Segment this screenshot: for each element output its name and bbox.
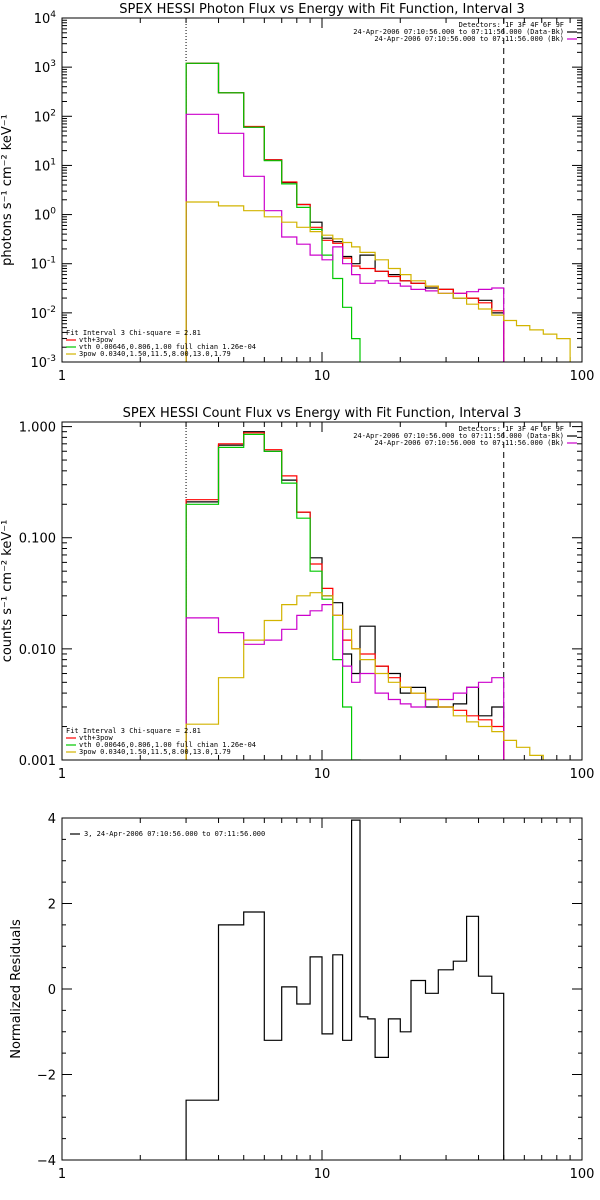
series-line-background [185, 113, 505, 362]
y-axis-label: Normalized Residuals [9, 919, 24, 1059]
legend-entry: vth 0.00646,0.806,1.00 full chian 1.26e-… [79, 741, 256, 749]
series-line-data [185, 431, 505, 760]
y-tick-label: 1.000 [19, 421, 56, 436]
chart-title: SPEX HESSI Photon Flux vs Energy with Fi… [119, 2, 525, 17]
series-line-data [185, 62, 505, 362]
legend-entry: 24-Apr-2006 07:10:56.000 to 07:11:56.000… [374, 439, 564, 447]
x-tick-label: 10 [314, 1167, 331, 1182]
chart-panel-1: SPEX HESSI Photon Flux vs Energy with Fi… [0, 2, 594, 384]
legend-entry: 24-Apr-2006 07:10:56.000 to 07:11:56.000… [374, 35, 564, 43]
y-tick-label: 10-3 [30, 354, 56, 371]
y-tick-label: 103 [34, 59, 56, 76]
legend-entry: Detectors: 1F 3F 4F 6F 9F [459, 425, 564, 433]
series-line-thermal [185, 433, 361, 760]
y-tick-label: 0.010 [19, 643, 56, 658]
x-tick-label: 100 [570, 369, 595, 384]
plot-frame [61, 17, 583, 363]
legend-entry: Detectors: 1F 3F 4F 6F 9F [459, 21, 564, 29]
series-line-background [185, 604, 505, 760]
y-tick-label: 10-1 [30, 256, 56, 273]
chart-title: SPEX HESSI Count Flux vs Energy with Fit… [123, 406, 522, 421]
series-line-residuals [185, 819, 505, 1160]
series-line-fit [185, 432, 505, 760]
chart-panel-2: SPEX HESSI Count Flux vs Energy with Fit… [0, 406, 595, 782]
y-axis-label: counts s⁻¹ cm⁻² keV⁻¹ [0, 520, 15, 663]
y-tick-label: 104 [34, 10, 57, 27]
y-tick-label: 2 [48, 898, 56, 913]
y-tick-label: 100 [34, 207, 57, 224]
x-tick-label: 1 [58, 1167, 66, 1182]
plot-frame [61, 421, 583, 761]
x-tick-label: 100 [570, 1167, 595, 1182]
legend-entry: 3pow 0.0340,1.50,11.5,8.00,13.0,1.79 [79, 748, 231, 756]
legend-entry: vth+3pow [79, 734, 114, 742]
x-tick-label: 1 [58, 767, 66, 782]
legend-entry: 3, 24-Apr-2006 07:10:56.000 to 07:11:56.… [84, 830, 265, 838]
chart-panel-3: Normalized Residuals 1 10 100 −4 −2 0 2 4 3, 24-A… [9, 812, 595, 1182]
legend-entry: Fit Interval 3 Chi-square = 2.81 [66, 329, 201, 337]
y-tick-label: 102 [34, 108, 56, 125]
legend-entry: Fit Interval 3 Chi-square = 2.81 [66, 727, 201, 735]
y-axis-label: photons s⁻¹ cm⁻² keV⁻¹ [0, 114, 15, 266]
series-line-fit [185, 62, 505, 362]
legend-entry: vth+3pow [79, 336, 114, 344]
x-tick-label: 10 [314, 767, 331, 782]
series-line-thermal [185, 62, 361, 362]
y-tick-label: 0.001 [19, 754, 56, 769]
y-tick-label: −2 [37, 1069, 56, 1084]
y-tick-label: 4 [48, 812, 56, 827]
x-tick-label: 10 [314, 369, 331, 384]
legend-entry: 3pow 0.0340,1.50,11.5,8.00,13.0,1.79 [79, 350, 231, 358]
x-tick-label: 100 [570, 767, 595, 782]
legend-entry: 24-Apr-2006 07:10:56.000 to 07:11:56.000… [353, 432, 564, 440]
y-tick-label: 0 [48, 983, 56, 998]
plot-frame [61, 817, 583, 1161]
y-tick-label: 101 [34, 157, 56, 174]
legend-entry: vth 0.00646,0.806,1.00 full chian 1.26e-… [79, 343, 256, 351]
y-tick-label: −4 [37, 1154, 56, 1169]
y-tick-label: 0.100 [19, 532, 56, 547]
series-line-power [185, 201, 571, 362]
legend-entry: 24-Apr-2006 07:10:56.000 to 07:11:56.000… [353, 28, 564, 36]
x-tick-label: 1 [58, 369, 66, 384]
y-tick-label: 10-2 [30, 305, 56, 322]
series-line-power [185, 592, 544, 760]
